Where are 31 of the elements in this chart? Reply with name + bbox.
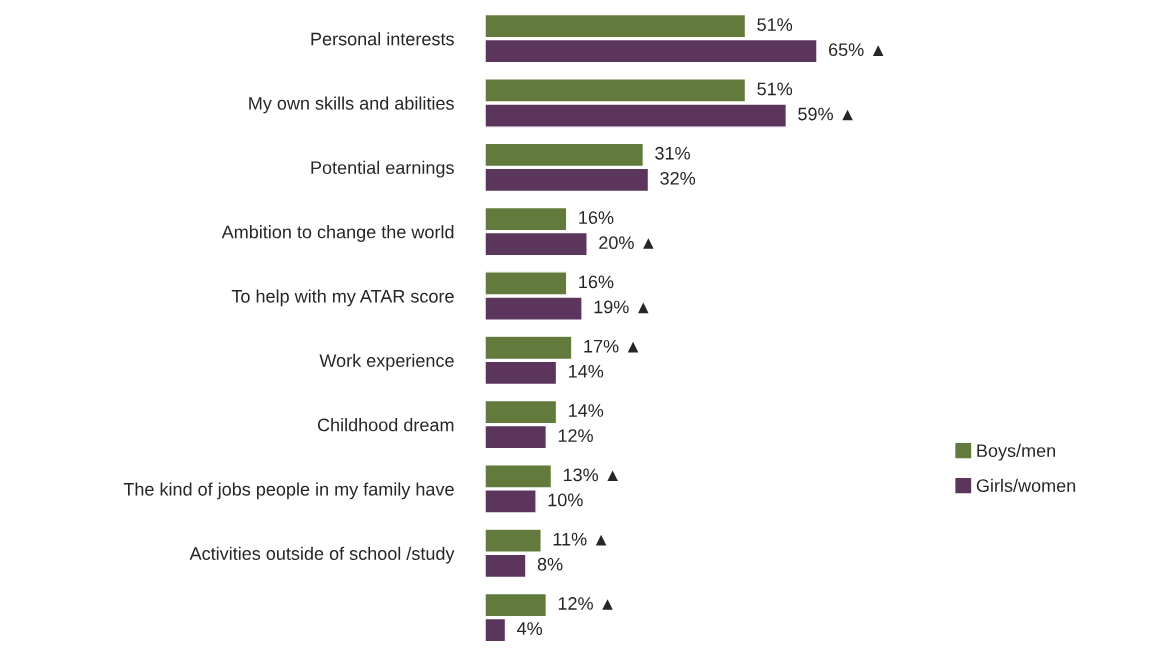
data-label: 20% ▲: [599, 236, 654, 250]
data-label: 16%: [579, 275, 614, 289]
data-label: 12%: [558, 429, 593, 442]
y-tick-label: My own skills and abilities: [249, 96, 454, 114]
data-label: 14%: [569, 404, 604, 417]
data-label: 51%: [757, 18, 793, 31]
y-tick-label: Potential earnings: [311, 160, 454, 178]
data-label: 12% ▲: [558, 597, 613, 610]
data-label: 13% ▲: [563, 468, 618, 482]
data-label: 10%: [548, 493, 583, 507]
y-tick-label: To help with my ATAR score: [231, 289, 454, 307]
legend-label: Boys/men: [977, 443, 1056, 461]
data-label: 14%: [569, 364, 604, 378]
data-label: 8%: [537, 557, 563, 571]
y-tick-label: The kind of jobs people in my family have: [123, 482, 454, 500]
data-label: 17% ▲: [584, 339, 639, 353]
data-label: 11% ▲: [553, 532, 607, 546]
y-tick-label: Childhood dream: [317, 418, 454, 432]
y-tick-label: Activities outside of school /study: [189, 546, 455, 564]
data-label: 51%: [757, 82, 793, 96]
data-label: 19% ▲: [594, 300, 649, 314]
legend-label: Girls/women: [976, 478, 1076, 493]
data-label: 16%: [579, 211, 614, 224]
y-tick-label: Work experience: [319, 353, 454, 371]
data-label: 59% ▲: [798, 107, 853, 121]
y-tick-label: Personal interests: [311, 32, 454, 46]
data-label: 4%: [517, 622, 543, 635]
data-label: 65% ▲: [829, 43, 884, 57]
data-label: 31%: [655, 146, 690, 160]
data-label: 32%: [660, 171, 696, 185]
y-tick-label: Ambition to change the world: [221, 225, 454, 242]
